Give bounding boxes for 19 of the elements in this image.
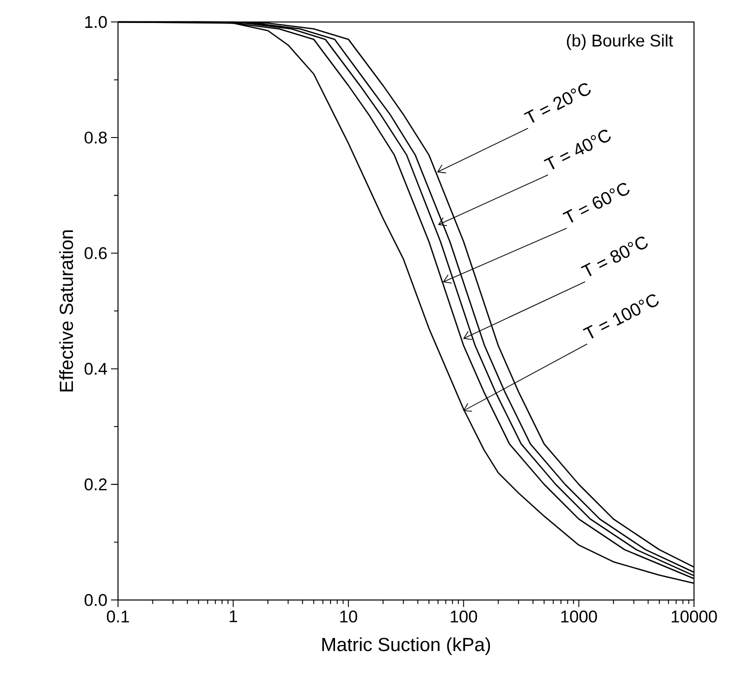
y-tick-label: 1.0: [85, 16, 107, 28]
y-tick-label: 0.0: [84, 594, 107, 606]
y-tick-label: 0.2: [84, 478, 107, 490]
y-tick-label: 0.4: [84, 362, 107, 375]
x-tick-label: 1000: [561, 610, 597, 622]
annotation: (b) Bourke Silt: [566, 34, 674, 50]
y-axis-title: Effective Saturation: [59, 230, 74, 392]
y-tick-label: 0.8: [84, 132, 107, 144]
annotation: T = 40°C: [544, 130, 611, 170]
annotation: T = 60°C: [562, 183, 630, 223]
y-tick-label: 0.6: [84, 247, 107, 260]
x-tick-label: 1: [230, 610, 238, 622]
annotation: T = 80°C: [580, 236, 648, 276]
x-tick-label: 10000: [672, 610, 717, 622]
x-tick-label: 0.1: [106, 610, 129, 622]
x-axis-title: Matric Suction (kPa): [322, 637, 490, 655]
annotation: T = 20°C: [524, 83, 591, 123]
x-tick-label: 100: [450, 610, 478, 622]
x-tick-label: 10: [340, 610, 358, 622]
